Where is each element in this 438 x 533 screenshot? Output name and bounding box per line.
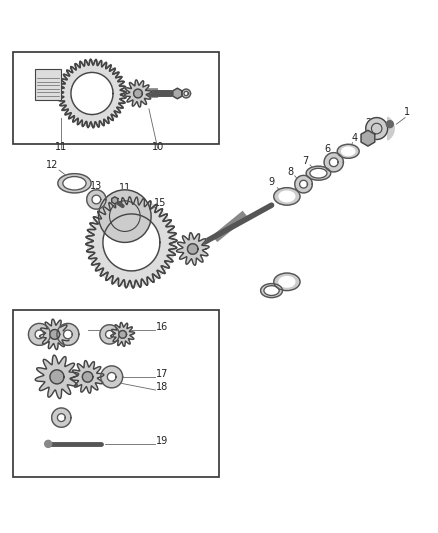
Polygon shape	[134, 89, 142, 98]
Text: 18: 18	[156, 382, 168, 392]
Polygon shape	[64, 330, 72, 339]
Ellipse shape	[274, 273, 300, 290]
Circle shape	[99, 190, 151, 243]
Polygon shape	[28, 324, 50, 345]
Polygon shape	[35, 330, 44, 339]
Circle shape	[71, 72, 113, 115]
Circle shape	[59, 61, 125, 126]
Polygon shape	[52, 408, 71, 427]
Text: 17: 17	[156, 369, 168, 379]
Ellipse shape	[279, 277, 295, 287]
Polygon shape	[329, 158, 338, 167]
Polygon shape	[50, 329, 60, 340]
Polygon shape	[184, 91, 188, 96]
Polygon shape	[388, 117, 394, 140]
Polygon shape	[119, 330, 127, 338]
Text: 12: 12	[46, 160, 59, 170]
Ellipse shape	[63, 176, 86, 190]
Circle shape	[103, 214, 160, 271]
Polygon shape	[100, 325, 119, 344]
Bar	[35, 69, 61, 100]
Polygon shape	[124, 80, 152, 107]
Polygon shape	[57, 414, 65, 422]
Ellipse shape	[342, 147, 355, 156]
Ellipse shape	[274, 188, 300, 205]
Polygon shape	[112, 197, 118, 204]
Polygon shape	[173, 88, 182, 99]
Circle shape	[366, 118, 388, 140]
Polygon shape	[177, 233, 209, 265]
Ellipse shape	[337, 144, 359, 158]
Ellipse shape	[58, 174, 91, 193]
Polygon shape	[187, 244, 198, 254]
Text: 13: 13	[90, 181, 102, 191]
Text: 11: 11	[119, 183, 131, 193]
Circle shape	[88, 199, 175, 286]
Polygon shape	[101, 366, 123, 388]
Polygon shape	[295, 175, 312, 193]
Polygon shape	[71, 361, 104, 393]
Text: 4: 4	[352, 133, 358, 143]
Polygon shape	[87, 190, 106, 209]
Text: 19: 19	[156, 436, 168, 446]
Text: 1: 1	[404, 107, 410, 117]
Polygon shape	[300, 180, 307, 188]
Ellipse shape	[261, 284, 283, 297]
Polygon shape	[107, 373, 116, 381]
Polygon shape	[50, 370, 64, 384]
Circle shape	[386, 120, 393, 128]
Text: 11: 11	[55, 142, 67, 152]
Bar	[13, 52, 219, 144]
Ellipse shape	[264, 286, 279, 295]
Text: 16: 16	[156, 322, 168, 332]
Polygon shape	[111, 322, 134, 346]
Text: 15: 15	[154, 198, 166, 208]
Text: 2: 2	[365, 118, 371, 128]
Text: 6: 6	[325, 144, 331, 154]
Polygon shape	[35, 355, 79, 399]
Bar	[13, 310, 219, 477]
Polygon shape	[57, 324, 79, 345]
Polygon shape	[324, 152, 343, 172]
Ellipse shape	[310, 168, 327, 178]
Polygon shape	[106, 330, 113, 338]
Text: 9: 9	[268, 177, 275, 188]
Ellipse shape	[279, 191, 295, 201]
Ellipse shape	[306, 166, 331, 180]
Polygon shape	[182, 89, 191, 98]
Circle shape	[45, 440, 52, 447]
Polygon shape	[39, 319, 70, 350]
Text: 10: 10	[152, 142, 164, 152]
Polygon shape	[82, 372, 93, 382]
Text: 7: 7	[302, 156, 308, 166]
Polygon shape	[92, 195, 101, 204]
Polygon shape	[361, 130, 375, 146]
Text: 8: 8	[287, 166, 293, 176]
